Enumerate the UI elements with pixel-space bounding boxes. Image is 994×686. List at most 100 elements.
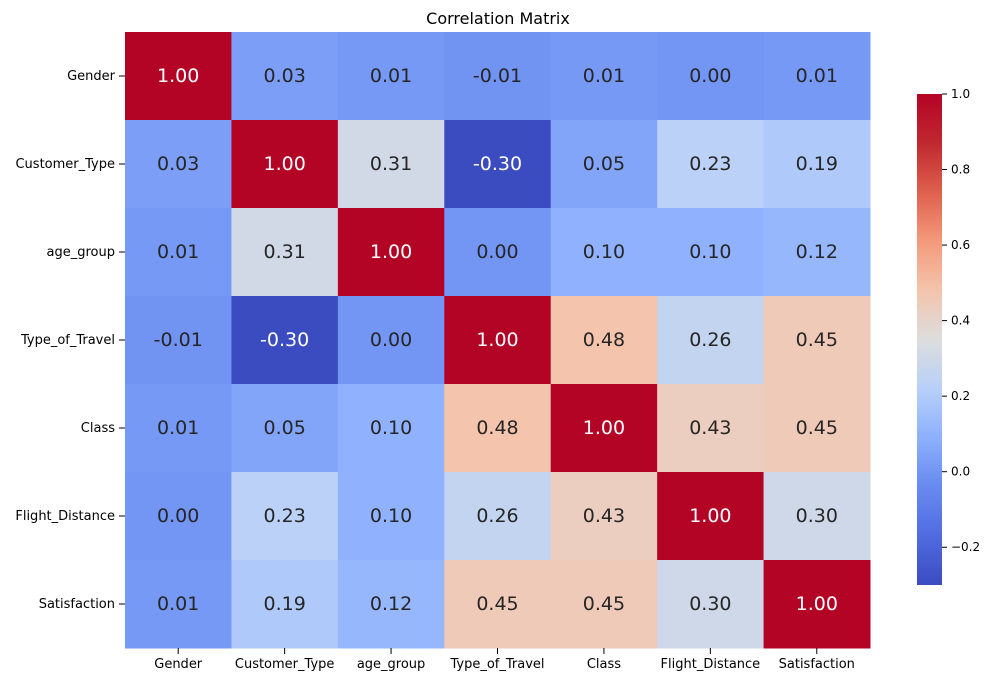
cell-annotation: 0.23 <box>263 505 305 527</box>
cell-annotation: 0.03 <box>263 65 305 87</box>
heatmap-cell <box>337 472 445 561</box>
y-axis-label: Flight_Distance <box>15 509 115 524</box>
cell-annotation: 0.00 <box>689 65 731 87</box>
heatmap-cell <box>550 32 658 121</box>
heatmap-cell <box>550 296 658 385</box>
cell-annotation: 0.45 <box>796 329 838 351</box>
heatmap-cell <box>444 32 552 121</box>
heatmap-cell <box>657 384 765 473</box>
heatmap-cell <box>550 208 658 297</box>
cell-annotation: 1.00 <box>263 153 305 175</box>
cell-annotation: 0.01 <box>370 65 412 87</box>
heatmap-cell <box>337 32 445 121</box>
heatmap-cell <box>444 384 552 473</box>
cell-annotation: 0.01 <box>157 241 199 263</box>
heatmap-annotations: 1.00 0.03 0.01 -0.01 0.01 0.00 0.01 0.03 1.00 0.3… <box>154 65 838 615</box>
heatmap-cell <box>550 472 658 561</box>
cell-annotation: 0.12 <box>370 593 412 615</box>
cell-annotation: 0.01 <box>583 65 625 87</box>
cell-annotation: 0.30 <box>689 593 731 615</box>
heatmap-cell <box>550 384 658 473</box>
heatmap-cell <box>763 208 871 297</box>
heatmap-cell <box>125 384 232 473</box>
heatmap-cell <box>763 296 871 385</box>
cell-annotation: 0.05 <box>263 417 305 439</box>
x-axis-label: Customer_Type <box>235 657 335 672</box>
cell-annotation: 0.48 <box>476 417 518 439</box>
heatmap-cell <box>657 32 765 121</box>
y-axis-label: Type_of_Travel <box>20 333 115 348</box>
cell-annotation: 0.19 <box>796 153 838 175</box>
heatmap-cell <box>444 296 552 385</box>
heatmap-cell <box>337 208 445 297</box>
heatmap-cell <box>337 560 445 649</box>
cell-annotation: 0.43 <box>583 505 625 527</box>
cell-annotation: 0.31 <box>370 153 412 175</box>
x-axis-label: Flight_Distance <box>661 657 761 672</box>
heatmap-cell <box>125 32 232 121</box>
heatmap-cell <box>125 208 232 297</box>
colorbar-tick-label: 0.4 <box>951 314 970 328</box>
colorbar: −0.2 0.0 0.2 0.4 0.6 0.8 1.0 <box>917 87 980 585</box>
cell-annotation: 0.10 <box>370 417 412 439</box>
cell-annotation: 0.00 <box>476 241 518 263</box>
y-axis-label: Gender <box>67 69 116 84</box>
cell-annotation: 0.12 <box>796 241 838 263</box>
cell-annotation: 0.26 <box>689 329 731 351</box>
heatmap-cell <box>763 384 871 473</box>
heatmap-cell <box>444 560 552 649</box>
cell-annotation: 0.31 <box>263 241 305 263</box>
cell-annotation: -0.30 <box>473 153 522 175</box>
heatmap-cell <box>550 560 658 649</box>
y-axis-label: Satisfaction <box>39 597 115 612</box>
cell-annotation: 1.00 <box>796 593 838 615</box>
cell-annotation: 0.23 <box>689 153 731 175</box>
cell-annotation: 1.00 <box>370 241 412 263</box>
heatmap-cell <box>231 120 339 209</box>
x-axis: Gender Customer_Type age_group Type_of_Trav… <box>154 648 855 672</box>
heatmap-cell <box>763 560 871 649</box>
cell-annotation: 0.10 <box>689 241 731 263</box>
heatmap-cells <box>125 32 871 649</box>
x-axis-label: Satisfaction <box>779 657 855 672</box>
cell-annotation: 0.03 <box>157 153 199 175</box>
x-axis-label: age_group <box>357 657 425 672</box>
cell-annotation: 1.00 <box>689 505 731 527</box>
heatmap-cell <box>337 384 445 473</box>
colorbar-tick-label: 0.2 <box>951 389 970 403</box>
colorbar-tick-label: 1.0 <box>951 87 970 101</box>
heatmap-cell <box>763 472 871 561</box>
colorbar-tick-label: 0.6 <box>951 238 970 252</box>
heatmap-cell <box>444 120 552 209</box>
heatmap-cell <box>657 296 765 385</box>
heatmap-cell <box>444 472 552 561</box>
cell-annotation: 0.26 <box>476 505 518 527</box>
heatmap-cell <box>125 472 232 561</box>
heatmap-cell <box>444 208 552 297</box>
cell-annotation: 0.01 <box>157 417 199 439</box>
heatmap-cell <box>231 32 339 121</box>
heatmap-cell <box>125 120 232 209</box>
heatmap-cell <box>763 32 871 121</box>
x-axis-label: Class <box>587 657 621 672</box>
heatmap-cell <box>657 560 765 649</box>
y-axis-label: Customer_Type <box>15 157 115 172</box>
cell-annotation: 0.00 <box>157 505 199 527</box>
cell-annotation: 0.45 <box>583 593 625 615</box>
y-axis-label: age_group <box>47 245 115 260</box>
cell-annotation: -0.01 <box>154 329 203 351</box>
heatmap-cell <box>657 120 765 209</box>
heatmap-cell <box>231 472 339 561</box>
cell-annotation: -0.30 <box>260 329 309 351</box>
heatmap-cell <box>231 296 339 385</box>
x-axis-label: Type_of_Travel <box>449 657 544 672</box>
heatmap-cell <box>231 560 339 649</box>
cell-annotation: 0.01 <box>796 65 838 87</box>
cell-annotation: 0.45 <box>476 593 518 615</box>
colorbar-tick-label: −0.2 <box>951 540 980 554</box>
heatmap-cell <box>657 472 765 561</box>
y-axis: Gender Customer_Type age_group Type_of_Trav… <box>15 69 125 612</box>
y-axis-label: Class <box>81 421 115 436</box>
